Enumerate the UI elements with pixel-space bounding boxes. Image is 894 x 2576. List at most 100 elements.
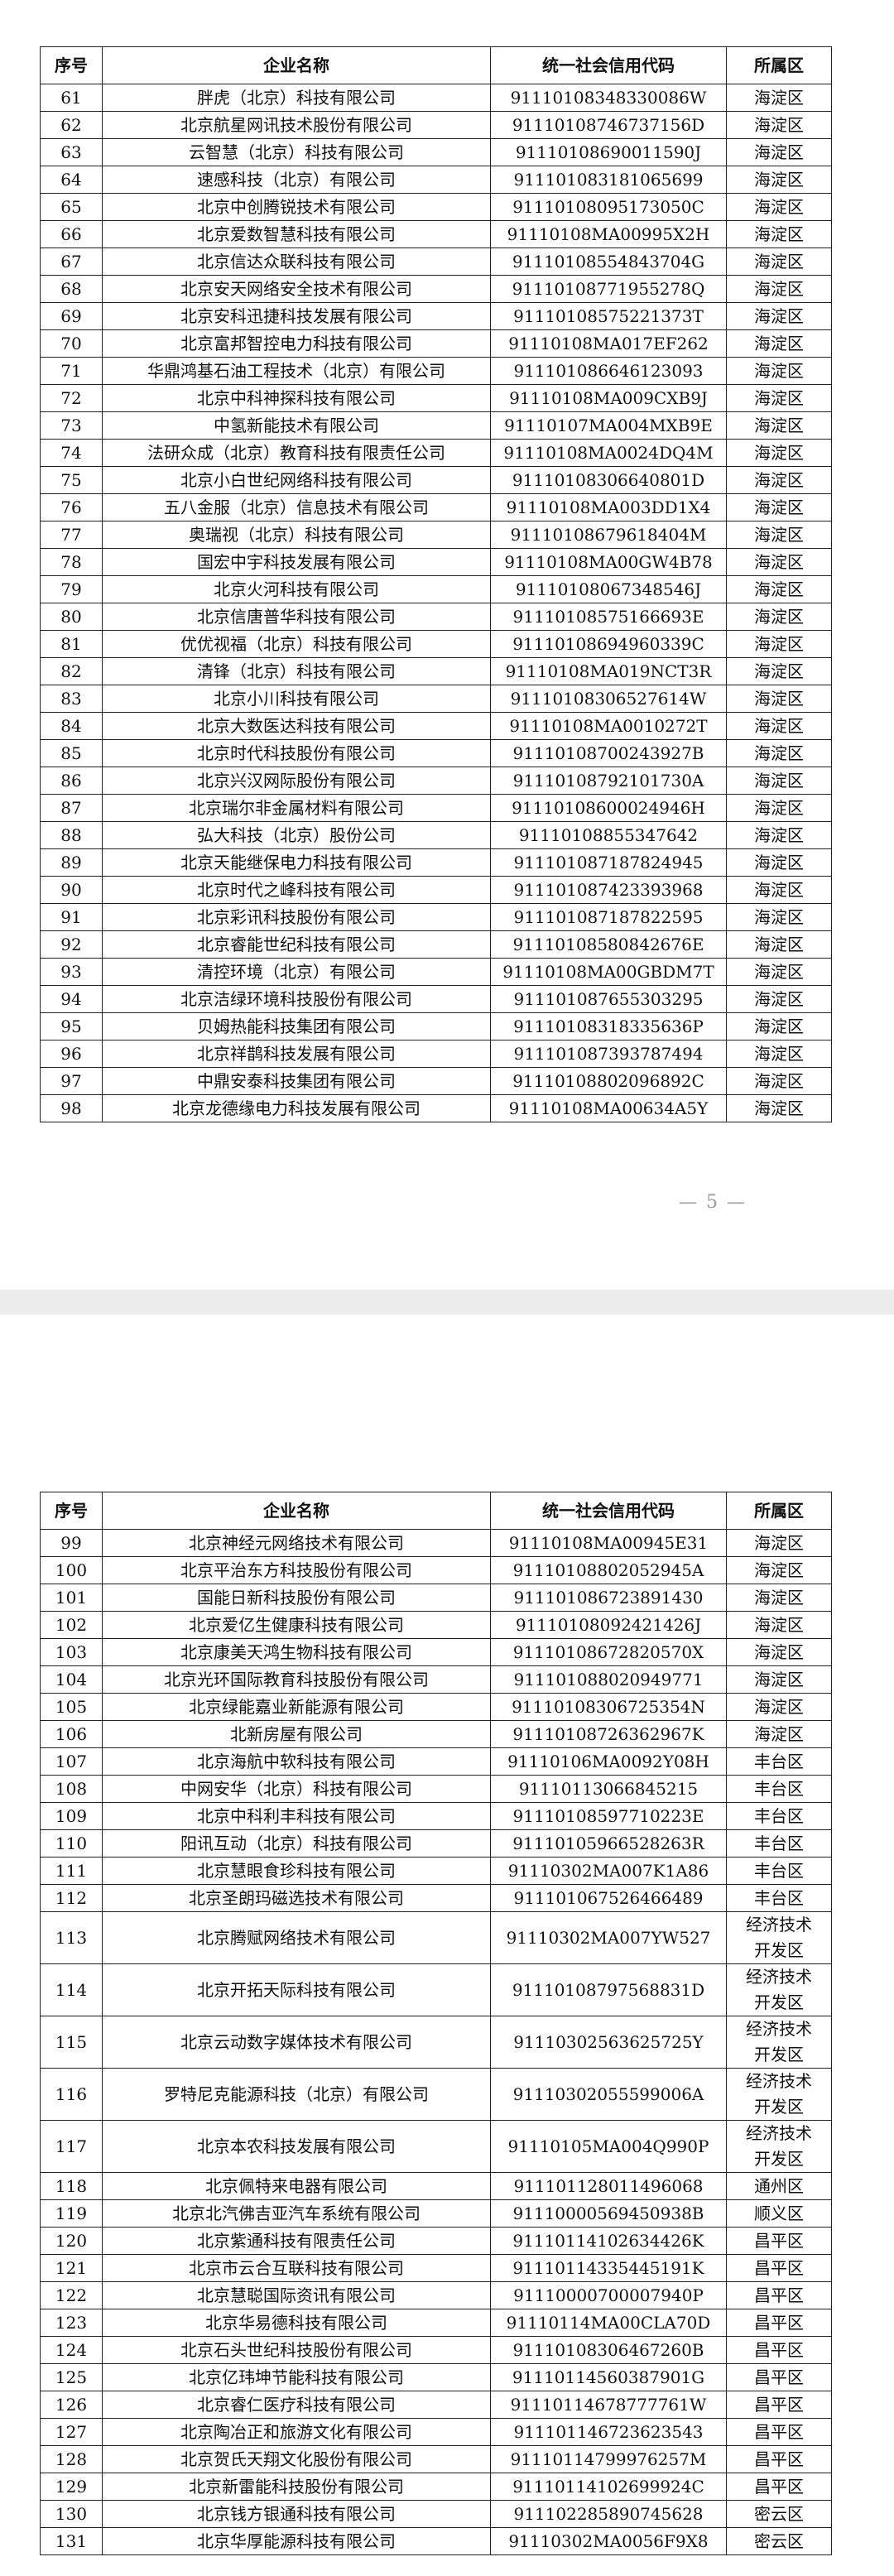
cell-text: 海淀区 [754,416,804,435]
header-cell: 序号 [40,1492,103,1530]
table-cell: 北京圣朗玛磁选技术有限公司 [102,1884,491,1912]
table-cell: 109 [40,1802,103,1830]
table-cell: 海淀区 [726,1012,832,1040]
table-cell: 91110108348330086W [490,84,727,112]
table-cell: 中鼎安泰科技集团有限公司 [102,1067,491,1095]
cell-text: 海淀区 [754,497,804,517]
table-row: 61 胖虎（北京）科技有限公司 91110108348330086W 海淀区 [40,84,832,112]
table-cell: 海淀区 [726,439,832,467]
table-row: 122 北京慧聪国际资讯有限公司 91110000700007940P 昌平区 [40,2281,832,2309]
cell-text: 丰台区 [754,1806,804,1826]
table-cell: 海淀区 [726,166,832,194]
table-cell: 昌平区 [726,2281,832,2309]
table-cell: 91110108700243927B [490,739,727,767]
table-cell: 122 [40,2281,103,2309]
table-cell: 911101087187824945 [490,848,727,877]
table-cell: 911101087655303295 [490,985,727,1013]
table-cell: 121 [40,2254,103,2282]
cell-text: 海淀区 [754,825,804,845]
table-cell: 经济技术开发区 [726,2068,832,2121]
table-cell: 125 [40,2363,103,2391]
table-row: 88 弘大科技（北京）股份公司 91110108855347642 海淀区 [40,821,832,849]
table-cell: 118 [40,2172,103,2200]
cell-text: 海淀区 [754,989,804,1009]
table-cell: 北京平治东方科技股份有限公司 [102,1556,491,1584]
table-cell: 64 [40,166,103,194]
table-cell: 911101083181065699 [490,166,727,194]
table-cell: 107 [40,1747,103,1776]
table-cell: 105 [40,1693,103,1721]
table-cell: 911101087393787494 [490,1040,727,1068]
table-cell: 116 [40,2068,103,2121]
table-row: 74 法研众成（北京）教育科技有限责任公司 91110108MA0024DQ4M 海淀… [40,439,832,467]
table-cell: 111 [40,1857,103,1885]
cell-text: 海淀区 [754,170,804,190]
table-cell: 海淀区 [726,630,832,658]
table-row: 76 五八金服（北京）信息技术有限公司 91110108MA003DD1X4 海淀区 [40,493,832,521]
table-cell: 北京时代科技股份有限公司 [102,739,491,767]
table-cell: 北京陶冶正和旅游文化有限公司 [102,2418,491,2446]
table-row: 105 北京绿能嘉业新能源有限公司 91110108306725354N 海淀区 [40,1693,832,1721]
table-cell: 91110108306527614W [490,685,727,713]
table-cell: 130 [40,2500,103,2528]
table-cell: 北京时代之峰科技有限公司 [102,876,491,904]
table-cell: 北京紫通科技有限责任公司 [102,2227,491,2255]
table-cell: 清锋（北京）科技有限公司 [102,657,491,685]
cell-text: 丰台区 [754,1779,804,1799]
table-cell: 92 [40,930,103,959]
table-cell: 91110113066845215 [490,1775,727,1803]
table-cell: 海淀区 [726,1638,832,1666]
cell-text: 海淀区 [754,1016,804,1036]
cell-text: 海淀区 [754,115,804,135]
table-cell: 海淀区 [726,248,832,276]
cell-text: 海淀区 [754,661,804,681]
table-row: 72 北京中科神探科技有限公司 91110108MA009CXB9J 海淀区 [40,384,832,412]
table-cell: 98 [40,1094,103,1122]
table-cell: 昌平区 [726,2418,832,2446]
table-cell: 114 [40,1963,103,2016]
table-row: 119 北京北汽佛吉亚汽车系统有限公司 91110000569450938B 顺义区 [40,2199,832,2228]
table-cell: 68 [40,275,103,303]
table-cell: 72 [40,384,103,412]
table-cell: 北京中科利丰科技有限公司 [102,1802,491,1830]
table-cell: 91110114335445191K [490,2254,727,2282]
header-cell: 统一社会信用代码 [490,46,727,84]
table-cell: 北京绿能嘉业新能源有限公司 [102,1693,491,1721]
table-cell: 北京开拓天际科技有限公司 [102,1963,491,2016]
table-cell: 91110108746737156D [490,111,727,139]
cell-text: 海淀区 [754,197,804,217]
header-cell: 企业名称 [102,46,491,84]
table-row: 99 北京神经元网络技术有限公司 91110108MA00945E31 海淀区 [40,1529,832,1557]
table-row: 107 北京海航中软科技有限公司 91110106MA0092Y08H 丰台区 [40,1747,832,1776]
table-cell: 中氢新能技术有限公司 [102,411,491,440]
table-cell: 北京本农科技发展有限公司 [102,2120,491,2173]
table-cell: 91110107MA004MXB9E [490,411,727,440]
table-cell: 北京中创腾锐技术有限公司 [102,193,491,221]
table-cell: 北京睿能世纪科技有限公司 [102,930,491,959]
table-cell: 91110108318335636P [490,1012,727,1040]
table-cell: 91110106MA0092Y08H [490,1747,727,1776]
table-cell: 海淀区 [726,1556,832,1584]
cell-text: 海淀区 [754,716,804,736]
table-cell: 126 [40,2391,103,2419]
table-cell: 昌平区 [726,2227,832,2255]
cell-text: 海淀区 [754,607,804,627]
table-cell: 96 [40,1040,103,1068]
header-cell: 序号 [40,46,103,84]
table-cell: 91110108MA0024DQ4M [490,439,727,467]
table-cell: 127 [40,2418,103,2446]
table-cell: 海淀区 [726,685,832,713]
table-row: 124 北京石头世纪科技股份有限公司 91110108306467260B 昌平区 [40,2336,832,2364]
table-cell: 海淀区 [726,1529,832,1557]
table-cell: 63 [40,138,103,166]
table: 序号 企业名称 统一社会信用代码 所属区 99 北京神经元网络技术有限公司 91110108… [40,1492,832,2555]
table-row: 93 清控环境（北京）有限公司 91110108MA00GBDM7T 海淀区 [40,958,832,986]
table-cell: 91110108575221373T [490,302,727,330]
cell-text: 海淀区 [754,880,804,900]
table-cell: 93 [40,958,103,986]
table-cell: 北京爱亿生健康科技有限公司 [102,1611,491,1639]
table-cell: 86 [40,767,103,795]
table-cell: 北京小川科技有限公司 [102,685,491,713]
table-cell: 106 [40,1720,103,1748]
